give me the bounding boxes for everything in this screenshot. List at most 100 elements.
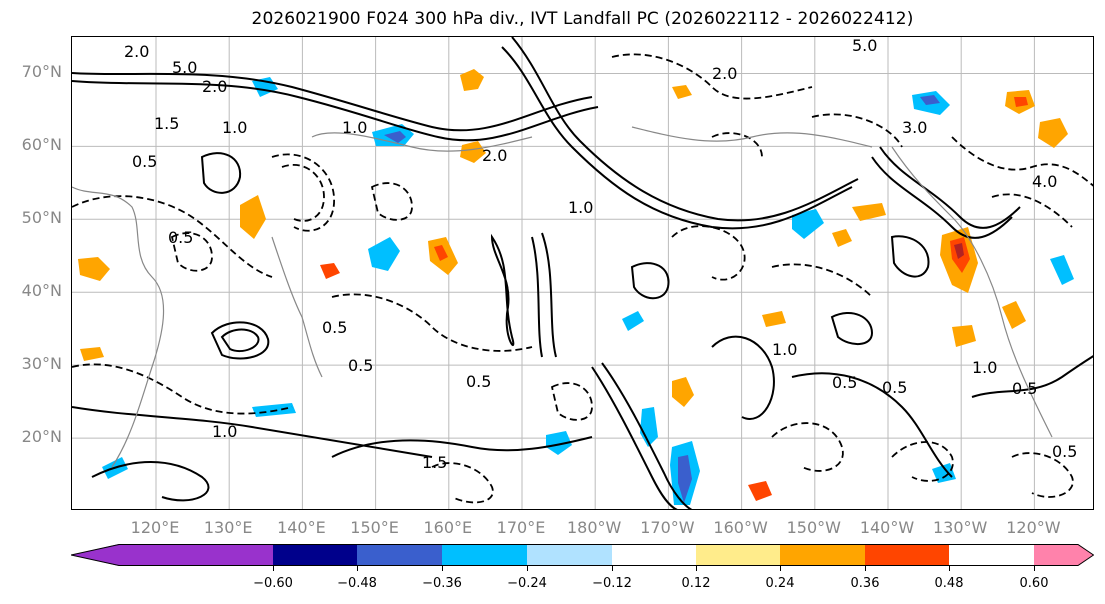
div-fill-blob [622,311,644,331]
colorbar-outline [71,544,1094,566]
div-fill-blob [954,243,964,259]
contour-label: 0.5 [132,152,157,171]
div-fill-blob [678,455,692,503]
contour-label: 2.0 [202,77,227,96]
div-fill-blob [80,347,104,361]
contour-line [1011,452,1074,498]
contour-line [200,152,242,194]
contour-line [550,382,593,421]
longitude-label: 150°E [350,518,399,537]
div-fill-blob [792,209,824,239]
colorbar-tick-label: 0.12 [681,576,711,591]
div-fill-blob [384,131,406,143]
colorbar-tick-mark [949,566,950,571]
contour-line [431,462,494,504]
longitude-label: 180°W [567,518,622,537]
ivt-contours-solid [72,37,1093,509]
coastline [891,146,1053,438]
longitude-label: 130°W [933,518,988,537]
colorbar-tick-mark [780,566,781,571]
div-fill-blob [434,245,448,261]
contour-label: 0.5 [882,378,907,397]
latitude-label: 60°N [21,135,62,155]
colorbar-tick-label: −0.24 [507,576,547,591]
contour-label: 0.5 [466,372,491,391]
contour-line [791,372,953,478]
colorbar-segment [612,544,696,566]
colorbar-tick-label: −0.12 [592,576,632,591]
colorbar [71,544,1094,566]
div-fill-blob [748,481,772,501]
div-fill-blob [672,85,692,99]
contour-line [72,72,593,132]
contour-label: 2.0 [124,42,149,61]
colorbar-segment [357,544,442,566]
contour-label: 4.0 [1032,172,1057,191]
colorbar-tick-mark [273,566,274,571]
contour-line [951,136,1093,187]
coastline [311,132,533,152]
colorbar-tick-label: 0.24 [765,576,795,591]
div-fill-blob [852,203,886,221]
coastline [271,236,323,378]
coastline [631,126,873,148]
colorbar-tick-mark [696,566,697,571]
colorbar-segment [696,544,780,566]
longitude-label: 120°W [1006,518,1061,537]
contour-line [711,335,775,420]
contour-label: 0.5 [832,373,857,392]
coastline [72,186,165,468]
contour-label: 2.0 [482,146,507,165]
contour-line [370,182,413,221]
div-fill-blob [920,95,940,105]
contour-label: 1.5 [422,453,447,472]
contour-line [830,312,874,345]
contour-line [72,80,599,142]
contour-label: 1.0 [212,422,237,441]
contour-label: 1.0 [222,118,247,137]
contour-line [271,153,335,232]
colorbar-segment [865,544,949,566]
colorbar-tick-mark [1034,566,1035,571]
contour-line [591,366,678,509]
contour-label: 0.5 [322,318,347,337]
contour-line [531,236,543,358]
longitude-label: 120°E [130,518,180,537]
contour-line [871,156,1013,239]
contour-line [630,262,670,300]
contour-label: 5.0 [172,58,197,77]
colorbar-tick-label: 0.36 [850,576,880,591]
contour-line [671,225,746,281]
colorbar-tick-mark [357,566,358,571]
contour-line [72,406,433,458]
map-canvas: 2.0 5.0 2.0 1.5 1.0 0.5 1.0 2.0 3.0 4.0 1.0 0.5 0.5 0… [72,37,1093,509]
contour-label: 1.5 [154,114,179,133]
contour-label: 3.0 [902,118,927,137]
colorbar-extend-high [1034,544,1093,566]
contour-line [890,235,930,278]
contour-line [611,53,813,100]
longitude-label: 170°E [496,518,546,537]
colorbar-tick-label: −0.36 [422,576,462,591]
contour-line [711,132,763,158]
longitude-label: 140°E [277,518,326,537]
longitude-label: 130°E [203,518,253,537]
colorbar-segment [780,544,865,566]
div-fill-blob [762,311,786,327]
contour-line [220,328,260,353]
colorbar-segments [71,544,1093,566]
colorbar-tick-label: −0.48 [337,576,377,591]
contour-line [170,232,213,272]
contour-label: 0.5 [1012,379,1037,398]
contour-line [991,193,1073,228]
contour-line [281,164,325,222]
contour-line [541,232,557,358]
div-fill-blob [1050,255,1074,285]
colorbar-segment [119,544,273,566]
colorbar-tick-label: −0.60 [253,576,293,591]
contour-labels: 2.0 5.0 2.0 1.5 1.0 0.5 1.0 2.0 3.0 4.0 1.0 0.5 0.5 0… [124,37,1077,472]
div-fill-blob [460,141,486,163]
contour-label: 1.0 [972,358,997,377]
contour-line [771,263,873,298]
colorbar-tick-mark [865,566,866,571]
